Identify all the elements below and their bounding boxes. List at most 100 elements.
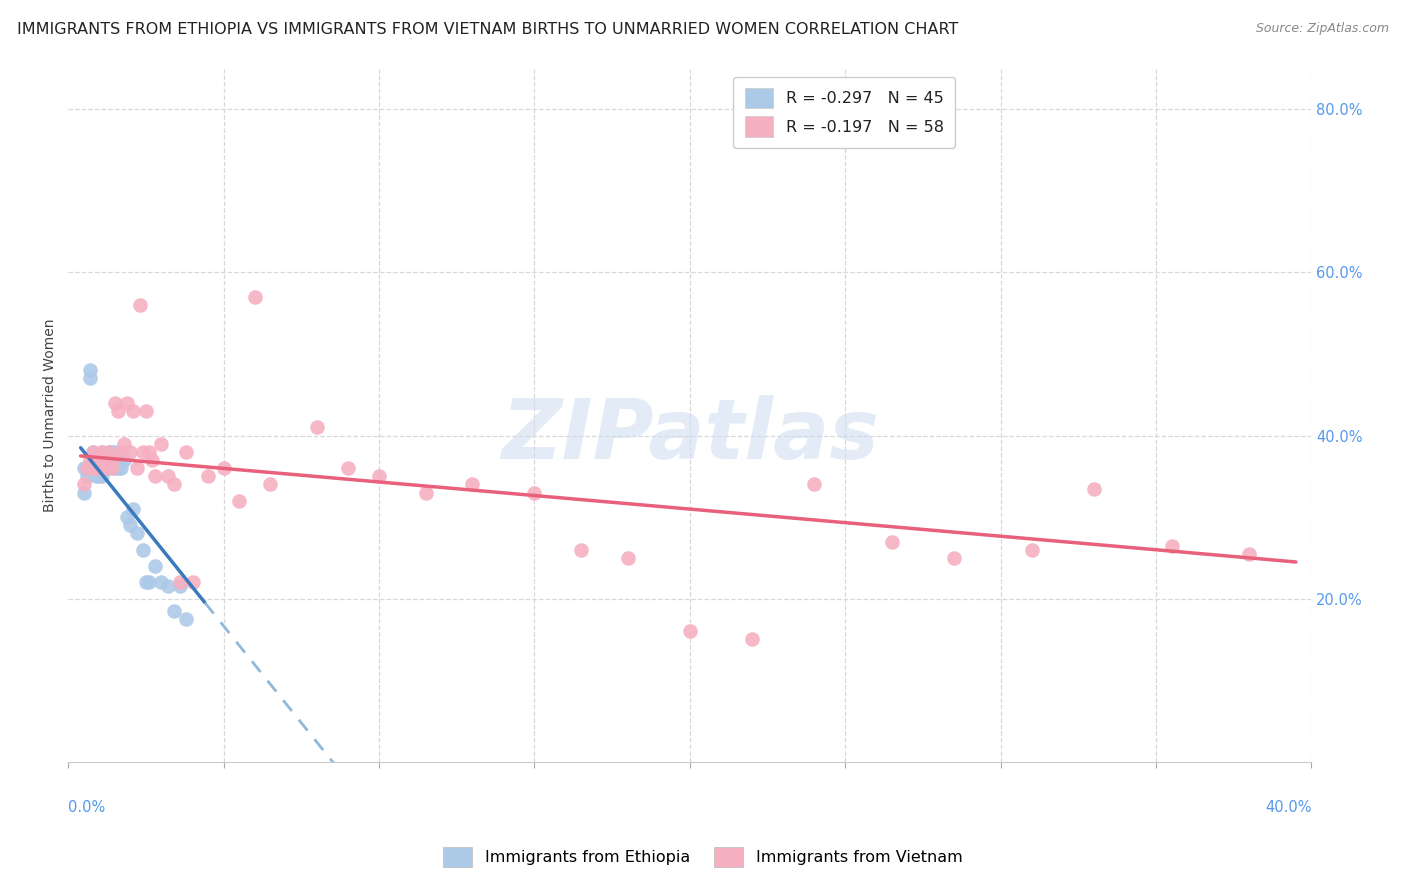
Point (523, 485, 546, 500)
Point (243, 290, 266, 304)
Point (89, 461, 111, 475)
Point (84, 461, 107, 475)
Point (104, 445, 127, 459)
Point (138, 445, 160, 459)
Point (104, 461, 127, 475)
Point (336, 461, 359, 475)
Point (128, 298, 150, 312)
Point (73, 477, 96, 491)
Point (117, 510, 139, 524)
Point (163, 604, 186, 618)
Point (368, 469, 391, 483)
Point (132, 445, 155, 459)
Point (97, 445, 120, 459)
Point (125, 526, 148, 541)
Point (79, 363, 101, 377)
Point (91, 469, 114, 483)
Legend: R = -0.297   N = 45, R = -0.197   N = 58: R = -0.297 N = 45, R = -0.197 N = 58 (734, 77, 955, 148)
Point (228, 493, 250, 508)
Point (97, 453, 120, 467)
Point (169, 575, 191, 590)
Point (94, 453, 117, 467)
Legend: Immigrants from Ethiopia, Immigrants from Vietnam: Immigrants from Ethiopia, Immigrants fro… (436, 838, 970, 875)
Point (91, 453, 114, 467)
Point (138, 575, 160, 590)
Point (679, 624, 702, 639)
Point (120, 445, 142, 459)
Point (461, 477, 484, 491)
Point (82, 461, 104, 475)
Point (156, 469, 179, 483)
Point (73, 485, 96, 500)
Point (803, 477, 825, 491)
Text: ZIPatlas: ZIPatlas (501, 395, 879, 476)
Point (107, 461, 129, 475)
Text: IMMIGRANTS FROM ETHIOPIA VS IMMIGRANTS FROM VIETNAM BIRTHS TO UNMARRIED WOMEN CO: IMMIGRANTS FROM ETHIOPIA VS IMMIGRANTS F… (17, 22, 959, 37)
Point (141, 453, 163, 467)
Point (943, 550, 966, 565)
Point (100, 453, 122, 467)
Point (150, 436, 173, 450)
Point (110, 461, 132, 475)
Point (117, 396, 139, 410)
Point (135, 404, 157, 418)
Point (89, 453, 111, 467)
Point (143, 559, 166, 574)
Point (89, 469, 111, 483)
Point (100, 461, 122, 475)
Point (143, 469, 166, 483)
Point (89, 453, 111, 467)
Point (84, 461, 107, 475)
Point (305, 420, 328, 434)
Point (150, 575, 173, 590)
Point (176, 612, 198, 626)
Point (112, 436, 135, 450)
Point (94, 453, 117, 467)
Point (82, 445, 104, 459)
Point (104, 396, 127, 410)
Point (100, 453, 122, 467)
Point (110, 445, 132, 459)
Point (1239, 547, 1261, 561)
Point (94, 453, 117, 467)
Point (125, 461, 148, 475)
Point (1160, 539, 1182, 553)
Point (76, 469, 98, 483)
Point (82, 461, 104, 475)
Point (79, 371, 101, 385)
Point (1021, 542, 1043, 557)
Point (84, 453, 107, 467)
Point (94, 461, 117, 475)
Point (82, 445, 104, 459)
Point (415, 485, 437, 500)
Point (79, 453, 101, 467)
Point (880, 534, 903, 549)
Point (91, 445, 114, 459)
Text: 0.0%: 0.0% (69, 800, 105, 815)
Y-axis label: Births to Unmarried Women: Births to Unmarried Women (44, 318, 58, 512)
Point (100, 445, 122, 459)
Point (89, 461, 111, 475)
Point (569, 542, 592, 557)
Point (107, 404, 129, 418)
Point (616, 550, 638, 565)
Point (84, 453, 107, 467)
Point (120, 518, 142, 533)
Text: Source: ZipAtlas.com: Source: ZipAtlas.com (1256, 22, 1389, 36)
Point (122, 502, 145, 516)
Point (97, 445, 120, 459)
Point (112, 453, 135, 467)
Point (132, 542, 155, 557)
Point (94, 461, 117, 475)
Point (91, 445, 114, 459)
Point (84, 469, 107, 483)
Point (197, 469, 219, 483)
Point (73, 461, 96, 475)
Point (1083, 482, 1105, 496)
Point (89, 461, 111, 475)
Point (181, 575, 204, 590)
Point (163, 477, 186, 491)
Point (76, 461, 98, 475)
Point (135, 575, 157, 590)
Point (169, 579, 191, 593)
